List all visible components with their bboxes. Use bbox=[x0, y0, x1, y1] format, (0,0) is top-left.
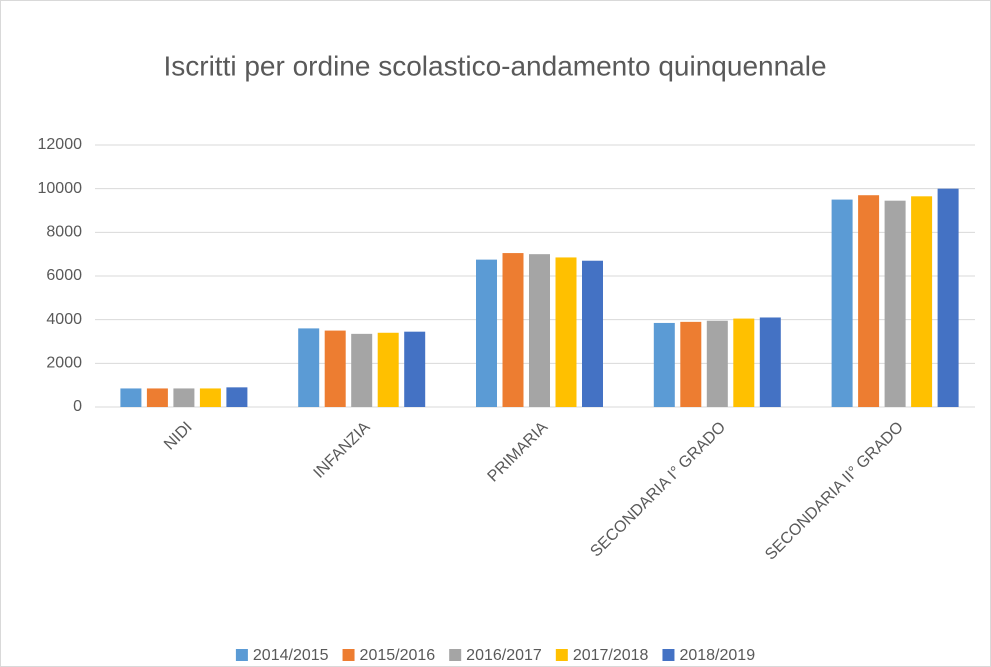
bar bbox=[324, 330, 346, 407]
legend-label: 2014/2015 bbox=[253, 647, 329, 664]
bar bbox=[555, 257, 577, 407]
legend-swatch bbox=[235, 649, 248, 661]
bar bbox=[199, 388, 221, 407]
bar bbox=[653, 322, 675, 407]
y-tick-label: 10000 bbox=[38, 180, 83, 197]
bar bbox=[759, 317, 781, 407]
legend-label: 2017/2018 bbox=[573, 647, 649, 664]
legend-label: 2016/2017 bbox=[466, 647, 542, 664]
y-tick-label: 0 bbox=[73, 398, 82, 415]
bar bbox=[831, 199, 853, 407]
bar bbox=[351, 333, 373, 407]
chart-title: Iscritti per ordine scolastico-andamento… bbox=[163, 50, 826, 81]
legend-swatch bbox=[342, 649, 355, 661]
legend: 2014/2015 2015/2016 2016/2017 2017/2018 2018… bbox=[235, 647, 755, 664]
bar bbox=[226, 387, 248, 407]
bar bbox=[937, 188, 959, 407]
legend-label: 2015/2016 bbox=[360, 647, 436, 664]
legend-swatch bbox=[662, 649, 675, 661]
bar bbox=[173, 388, 195, 407]
y-tick-label: 6000 bbox=[46, 267, 82, 284]
bar bbox=[476, 259, 497, 407]
bar bbox=[404, 331, 426, 407]
y-tick-label: 2000 bbox=[46, 355, 82, 372]
y-tick-label: 4000 bbox=[46, 311, 82, 328]
bar bbox=[582, 260, 603, 407]
bar bbox=[377, 332, 399, 407]
legend-swatch bbox=[449, 649, 462, 661]
bar bbox=[911, 196, 933, 407]
legend-label: 2018/2019 bbox=[679, 647, 755, 664]
legend-swatch bbox=[555, 649, 568, 661]
bar bbox=[858, 195, 880, 407]
bar bbox=[146, 388, 168, 407]
bar bbox=[120, 388, 142, 407]
bar bbox=[706, 320, 728, 407]
bar bbox=[884, 200, 906, 407]
bar bbox=[680, 321, 702, 407]
bar bbox=[529, 254, 550, 407]
y-tick-label: 12000 bbox=[38, 136, 83, 153]
bar bbox=[502, 253, 524, 407]
bar bbox=[298, 328, 320, 407]
bar bbox=[733, 318, 755, 407]
y-tick-label: 8000 bbox=[46, 224, 82, 241]
